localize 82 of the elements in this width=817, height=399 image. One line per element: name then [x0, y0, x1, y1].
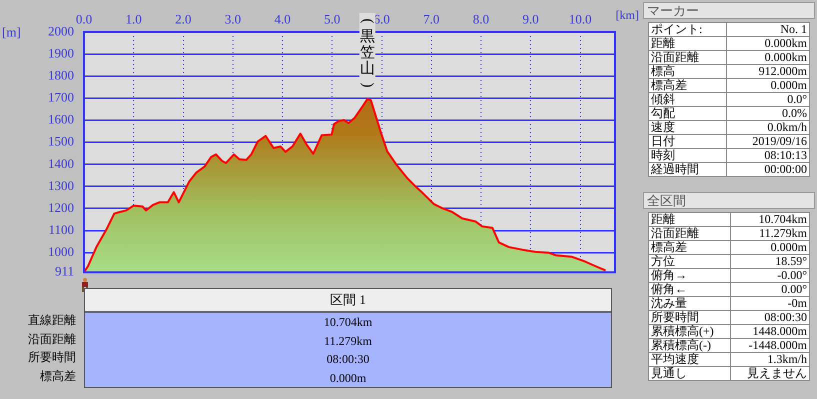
text: 俯角→ — [648, 268, 731, 282]
x-tick-label: 4.0 — [274, 12, 291, 27]
text: 速度 — [648, 120, 727, 134]
text: 標高 — [648, 64, 727, 78]
x-tick-label: 10.0 — [568, 12, 592, 27]
text: 1448.000m — [730, 324, 810, 338]
text: 標高差 — [648, 78, 727, 92]
x-tick-label: 1.0 — [126, 12, 142, 27]
x-tick-label: 5.0 — [324, 12, 340, 27]
text: 0.000m — [85, 368, 611, 387]
text: 区間 1 — [85, 289, 611, 313]
text: 0.000m — [730, 240, 810, 254]
text: 08:00:30 — [730, 310, 810, 324]
text: 平均速度 — [648, 352, 731, 366]
y-tick-label: 1000 — [48, 244, 74, 259]
text: 俯角← — [648, 282, 731, 296]
text: マーカー — [643, 2, 815, 19]
text: 所要時間 — [27, 349, 76, 366]
text: 0.000km — [726, 50, 810, 64]
text: 10.704km — [85, 313, 611, 332]
text: 日付 — [648, 134, 727, 148]
text: 全区間 — [643, 192, 815, 209]
y-tick-label: 1900 — [48, 45, 74, 60]
text: 10.704km — [730, 212, 810, 226]
text: 傾斜 — [648, 92, 727, 106]
text: -0m — [730, 296, 810, 310]
text: 0.000km — [726, 36, 810, 50]
annotation: (黒笠山) — [359, 18, 376, 88]
x-axis-title: [km] — [616, 8, 639, 22]
y-tick-label: 1100 — [48, 222, 74, 237]
text: ポイント: — [648, 22, 727, 36]
text: 18.59° — [730, 254, 810, 268]
y-tick-label: 1500 — [48, 134, 74, 149]
text: 方位 — [648, 254, 731, 268]
y-tick-label: 1700 — [48, 90, 74, 105]
text: 累積標高(+) — [648, 324, 731, 338]
text: 累積標高(-) — [648, 338, 731, 352]
text: 標高差 — [39, 368, 76, 384]
y-tick-label: 1400 — [48, 156, 74, 171]
text: 1.3km/h — [730, 352, 810, 366]
text: 時刻 — [648, 148, 727, 162]
text: 0.0° — [726, 92, 810, 106]
text: 所要時間 — [648, 310, 731, 324]
x-tick-label: 9.0 — [522, 12, 539, 27]
x-tick-label: 8.0 — [472, 12, 490, 27]
y-tick-label: 1300 — [48, 178, 74, 193]
text: 沿面距離 — [27, 330, 76, 348]
text: -0.00° — [730, 268, 810, 282]
text: 距離 — [648, 212, 731, 226]
text: -1448.000m — [730, 338, 810, 352]
text: 0.0km/h — [726, 120, 810, 134]
text: 11.279km — [85, 332, 611, 350]
y-axis-title: [m] — [2, 24, 21, 40]
x-tick-label: 0.0 — [76, 12, 92, 27]
text: 沿面距離 — [648, 226, 731, 240]
y-tick-label: 1600 — [48, 112, 74, 127]
y-tick-label: 2000 — [48, 23, 74, 38]
x-tick-label: 3.0 — [224, 12, 242, 27]
text: 標高差 — [648, 240, 731, 254]
text: 0.00° — [730, 282, 810, 296]
text: 沈み量 — [648, 296, 731, 310]
text: 見えません — [730, 366, 810, 380]
text: 沿面距離 — [648, 50, 727, 64]
y-tick-label: 911 — [54, 264, 74, 279]
text: 08:10:13 — [726, 148, 810, 162]
text: 912.000m — [726, 64, 810, 78]
y-tick-label: 1800 — [48, 68, 74, 83]
text: No. 1 — [726, 22, 810, 36]
text: 11.279km — [730, 226, 810, 240]
text: 直線距離 — [27, 312, 76, 329]
x-tick-label: 2.0 — [175, 12, 192, 27]
text: 距離 — [648, 36, 727, 50]
text: 0.0% — [726, 106, 810, 120]
text: 0.000m — [726, 78, 810, 92]
x-tick-label: 7.0 — [423, 12, 440, 27]
text: 08:00:30 — [85, 350, 611, 368]
text: 経過時間 — [648, 162, 727, 176]
text: 勾配 — [648, 106, 727, 120]
text: 見通し — [648, 366, 731, 380]
text: 2019/09/16 — [726, 134, 810, 148]
y-tick-label: 1200 — [48, 200, 74, 215]
text: 00:00:00 — [726, 162, 810, 176]
